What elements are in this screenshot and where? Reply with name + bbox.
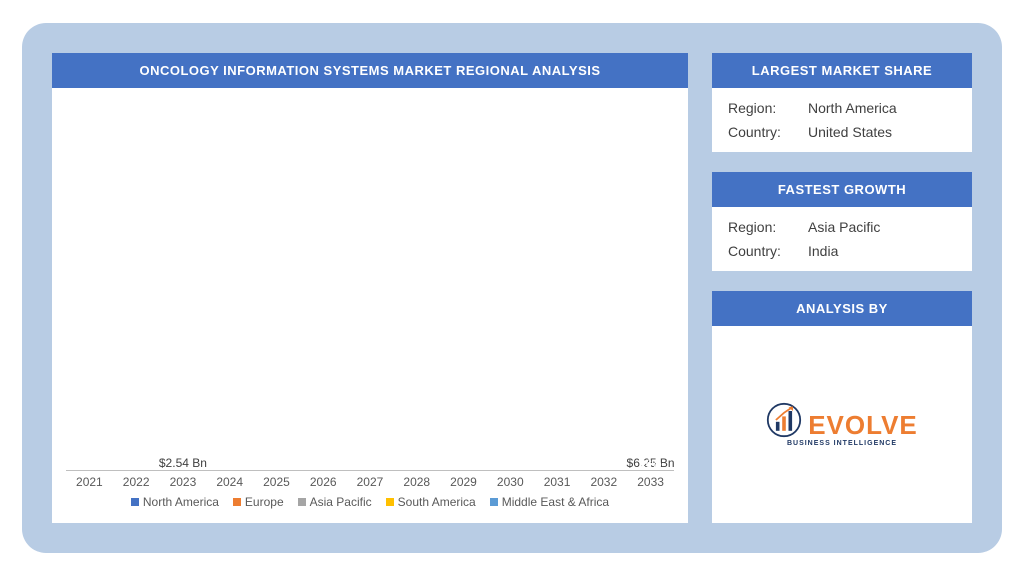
region-label: Region: <box>728 100 800 116</box>
logo-chart-icon <box>766 402 802 438</box>
country-value: United States <box>808 124 892 140</box>
fastest-region-row: Region: Asia Pacific <box>728 219 956 235</box>
xtick: 2031 <box>538 475 577 489</box>
chart-panel: ONCOLOGY INFORMATION SYSTEMS MARKET REGI… <box>52 53 688 523</box>
xtick: 2024 <box>210 475 249 489</box>
legend-item: Asia Pacific <box>298 495 372 509</box>
country-label: Country: <box>728 124 800 140</box>
legend-label: Europe <box>245 495 284 509</box>
largest-market-card: LARGEST MARKET SHARE Region: North Ameri… <box>712 53 972 152</box>
largest-country-row: Country: United States <box>728 124 956 140</box>
x-axis: 2021 2022 2023 2024 2025 2026 2027 2028 2029 2030… <box>66 471 674 489</box>
xtick: 2033 <box>631 475 670 489</box>
xtick: 2027 <box>351 475 390 489</box>
country-label: Country: <box>728 243 800 259</box>
evolve-logo: EVOLVE BUSINESS INTELLIGENCE <box>766 402 918 447</box>
logo-text: EVOLVE <box>808 412 918 438</box>
legend-swatch <box>233 498 241 506</box>
fastest-title: FASTEST GROWTH <box>712 172 972 207</box>
legend-swatch <box>386 498 394 506</box>
analysis-title: ANALYSIS BY <box>712 291 972 326</box>
callout-label: $2.54 Bn <box>159 456 207 470</box>
side-column: LARGEST MARKET SHARE Region: North Ameri… <box>712 53 972 523</box>
legend-label: South America <box>398 495 476 509</box>
region-value: Asia Pacific <box>808 219 880 235</box>
xtick: 2026 <box>304 475 343 489</box>
logo-subtext: BUSINESS INTELLIGENCE <box>787 440 897 447</box>
legend-label: Asia Pacific <box>310 495 372 509</box>
chart-legend: North America Europe Asia Pacific South Ame… <box>66 489 674 517</box>
logo-container: EVOLVE BUSINESS INTELLIGENCE <box>712 326 972 523</box>
legend-swatch <box>298 498 306 506</box>
legend-item: Middle East & Africa <box>490 495 609 509</box>
legend-item: South America <box>386 495 476 509</box>
region-label: Region: <box>728 219 800 235</box>
xtick: 2028 <box>397 475 436 489</box>
legend-item: Europe <box>233 495 284 509</box>
largest-region-row: Region: North America <box>728 100 956 116</box>
fastest-growth-card: FASTEST GROWTH Region: Asia Pacific Coun… <box>712 172 972 271</box>
xtick: 2021 <box>70 475 109 489</box>
xtick: 2023 <box>164 475 203 489</box>
xtick: 2032 <box>584 475 623 489</box>
largest-title: LARGEST MARKET SHARE <box>712 53 972 88</box>
chart-title: ONCOLOGY INFORMATION SYSTEMS MARKET REGI… <box>52 53 688 88</box>
legend-label: Middle East & Africa <box>502 495 609 509</box>
legend-item: North America <box>131 495 219 509</box>
xtick: 2022 <box>117 475 156 489</box>
xtick: 2030 <box>491 475 530 489</box>
pct-label: 16% <box>640 458 662 470</box>
region-value: North America <box>808 100 897 116</box>
fastest-country-row: Country: India <box>728 243 956 259</box>
chart-area: $2.54 Bn$6.25 Bn23%16% 20212022202320242… <box>52 88 688 523</box>
legend-swatch <box>131 498 139 506</box>
legend-label: North America <box>143 495 219 509</box>
legend-swatch <box>490 498 498 506</box>
country-value: India <box>808 243 838 259</box>
analysis-by-card: ANALYSIS BY EVOLVE BUSIN <box>712 291 972 523</box>
xtick: 2025 <box>257 475 296 489</box>
infographic-panel: ONCOLOGY INFORMATION SYSTEMS MARKET REGI… <box>22 23 1002 553</box>
chart-plot: $2.54 Bn$6.25 Bn23%16% <box>66 98 674 471</box>
xtick: 2029 <box>444 475 483 489</box>
